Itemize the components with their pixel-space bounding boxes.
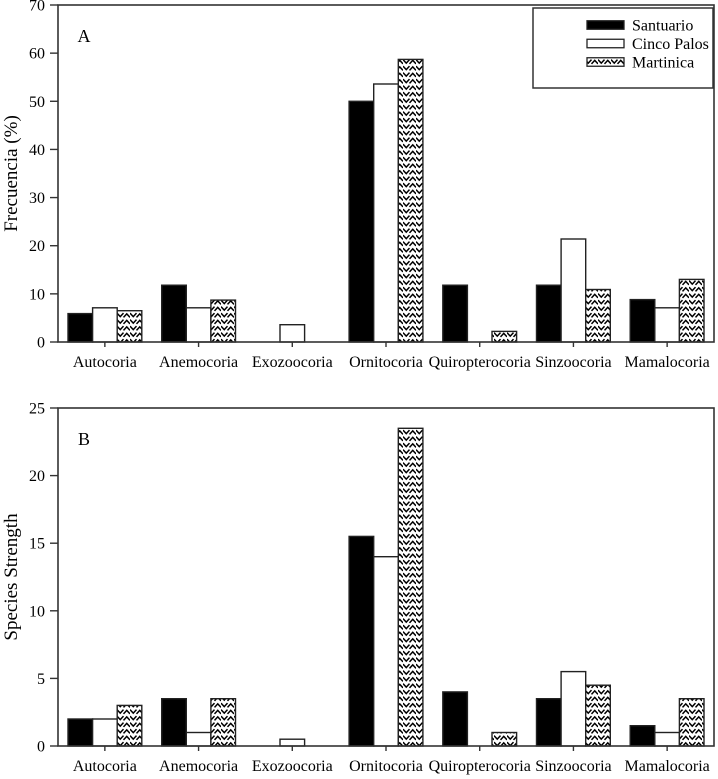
legend-label: Martinica	[632, 55, 694, 72]
bar-santuario-mamalocoria	[629, 298, 656, 343]
y-tick-label: 0	[37, 739, 45, 756]
y-tick-label: 25	[29, 401, 45, 418]
bar-cinco-palos-anemocoria	[185, 731, 212, 747]
bar-cinco-palos-mamalocoria	[654, 731, 681, 747]
bar-martinica-autocoria	[116, 310, 143, 343]
bar-santuario-anemocoria	[160, 284, 187, 343]
bar-santuario-autocoria	[67, 718, 94, 747]
bar-martinica-anemocoria	[210, 698, 237, 747]
x-category-label: Anemocoria	[159, 758, 238, 775]
bar-santuario-mamalocoria	[629, 725, 656, 747]
x-category-label: Exozoocoria	[252, 758, 333, 775]
bar-martinica-quiropterocoria	[491, 330, 518, 343]
bar-cinco-palos-ornitocoria	[373, 556, 400, 747]
bar-martinica-mamalocoria	[678, 698, 705, 747]
bar-martinica-sinzoocoria	[585, 288, 612, 343]
bar-martinica-ornitocoria	[397, 58, 424, 343]
y-axis-title: Frecuencia (%)	[1, 115, 22, 232]
y-axis-title: Species Strength	[1, 513, 22, 641]
bar-santuario-sinzoocoria	[535, 284, 562, 343]
bar-cinco-palos-ornitocoria	[373, 83, 400, 343]
bar-cinco-palos-sinzoocoria	[560, 238, 587, 343]
bar-martinica-quiropterocoria	[491, 731, 518, 747]
legend-swatch-cinco-palos	[586, 38, 625, 49]
bar-cinco-palos-mamalocoria	[654, 307, 681, 343]
x-category-label: Autocoria	[73, 354, 137, 371]
y-tick-label: 5	[37, 671, 45, 688]
y-tick-label: 15	[29, 536, 45, 553]
bar-cinco-palos-anemocoria	[185, 307, 212, 343]
bar-santuario-quiropterocoria	[442, 691, 469, 747]
x-category-label: Mamalocoria	[624, 354, 709, 371]
bar-santuario-sinzoocoria	[535, 698, 562, 747]
bar-cinco-palos-exozoocoria	[279, 324, 306, 343]
x-category-label: Autocoria	[73, 758, 137, 775]
bar-martinica-sinzoocoria	[585, 684, 612, 747]
bar-santuario-anemocoria	[160, 698, 187, 747]
legend-label: Santuario	[632, 18, 693, 35]
bar-cinco-palos-autocoria	[91, 307, 118, 343]
x-category-label: Quiropterocoria	[429, 354, 531, 371]
y-tick-label: 10	[29, 603, 45, 620]
bar-santuario-quiropterocoria	[442, 284, 469, 343]
bar-martinica-anemocoria	[210, 299, 237, 343]
y-tick-label: 50	[29, 94, 45, 111]
legend-label: Cinco Palos	[632, 36, 709, 53]
x-category-label: Mamalocoria	[624, 758, 709, 775]
panel-letter: A	[78, 26, 91, 46]
y-tick-label: 0	[37, 335, 45, 352]
x-category-label: Exozoocoria	[252, 354, 333, 371]
x-category-label: Quiropterocoria	[429, 758, 531, 775]
legend-swatch-martinica	[586, 57, 625, 67]
bar-santuario-ornitocoria	[348, 100, 375, 343]
x-category-label: Sinzoocoria	[535, 758, 611, 775]
panel-b: 0 5 10 15 20 25 Autocoria Anemocoria Exozoocoria…	[1, 401, 715, 775]
bar-martinica-mamalocoria	[678, 278, 705, 343]
y-tick-label: 10	[29, 286, 45, 303]
bar-santuario-autocoria	[67, 312, 94, 343]
panel-a: 0 10 20 30 40 50 60 70 Autocoria Anemocoria Exozoo…	[1, 0, 715, 371]
x-category-label: Anemocoria	[159, 354, 238, 371]
bar-martinica-ornitocoria	[397, 427, 424, 747]
bar-cinco-palos-sinzoocoria	[560, 670, 587, 747]
bar-cinco-palos-exozoocoria	[279, 738, 306, 747]
x-category-label: Ornitocoria	[349, 758, 423, 775]
bar-martinica-autocoria	[116, 704, 143, 747]
bar-cinco-palos-autocoria	[91, 718, 118, 747]
y-tick-label: 40	[29, 142, 45, 159]
panel-letter: B	[78, 429, 90, 449]
y-tick-label: 20	[29, 468, 45, 485]
y-tick-label: 30	[29, 190, 45, 207]
legend-swatch-santuario	[586, 20, 625, 30]
y-tick-label: 70	[29, 0, 45, 15]
bar-santuario-ornitocoria	[348, 535, 375, 747]
y-tick-label: 60	[29, 46, 45, 63]
x-category-label: Ornitocoria	[349, 354, 423, 371]
x-category-label: Sinzoocoria	[535, 354, 611, 371]
y-tick-label: 20	[29, 238, 45, 255]
